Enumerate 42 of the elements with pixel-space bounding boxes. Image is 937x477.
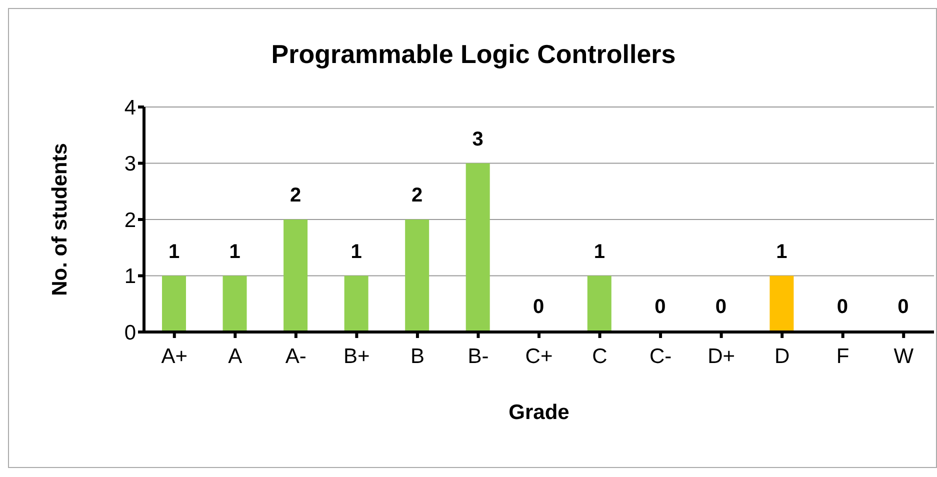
x-tick-label: C+ <box>525 344 553 368</box>
data-label: 1 <box>168 240 180 263</box>
data-label: 0 <box>898 296 909 318</box>
data-label: 0 <box>836 296 848 318</box>
x-tick-label: W <box>894 344 914 368</box>
chart-title: Programmable Logic Controllers <box>270 39 677 70</box>
x-tick-label: B+ <box>344 344 370 368</box>
data-label: 0 <box>715 296 726 318</box>
x-tick-label: A- <box>285 344 306 368</box>
data-label: 2 <box>290 184 302 206</box>
bar <box>587 276 612 332</box>
y-tick-label: 0 <box>124 321 136 344</box>
data-label: 1 <box>229 240 240 263</box>
x-tick-label: B- <box>468 344 489 368</box>
x-tick-label: D <box>774 344 790 368</box>
x-axis-title: Grade <box>508 401 570 424</box>
y-tick-label: 1 <box>124 265 136 288</box>
data-label: 0 <box>654 296 666 318</box>
x-tick-label: D+ <box>708 344 736 368</box>
data-label: 2 <box>412 184 423 206</box>
y-tick-label: 2 <box>124 208 136 232</box>
x-tick-label: C- <box>649 344 672 368</box>
x-tick-label: A <box>228 344 242 368</box>
bar <box>222 276 247 332</box>
y-axis-title: No. of students <box>48 143 72 296</box>
bar <box>770 276 794 332</box>
bar <box>344 276 368 332</box>
bar <box>284 220 308 332</box>
bar <box>466 163 490 332</box>
bar <box>405 220 430 332</box>
x-tick-label: A+ <box>161 344 188 368</box>
data-label: 1 <box>350 240 362 263</box>
x-tick-label: C <box>592 344 608 368</box>
data-label: 0 <box>533 296 544 318</box>
data-label: 3 <box>472 128 484 150</box>
y-tick-label: 4 <box>124 96 136 120</box>
bar <box>162 276 186 332</box>
data-label: 1 <box>594 240 605 263</box>
y-tick-label: 3 <box>124 152 136 176</box>
x-tick-label: B <box>410 344 424 368</box>
x-tick-label: F <box>836 344 850 368</box>
data-label: 1 <box>776 240 788 263</box>
